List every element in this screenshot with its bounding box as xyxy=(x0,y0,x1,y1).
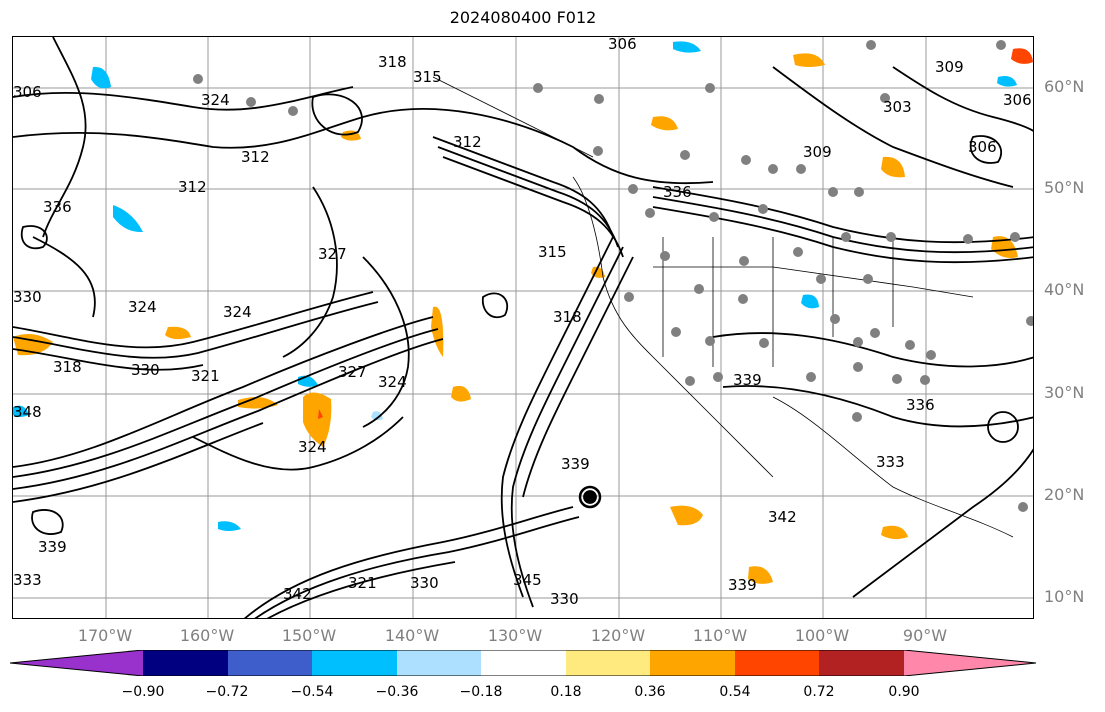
contour-label: 333 xyxy=(876,453,905,471)
contour-label: 339 xyxy=(38,538,67,556)
colorbar-min-extend xyxy=(10,650,143,676)
theta-e-contours xyxy=(13,37,1033,618)
contour-label: 303 xyxy=(883,98,912,116)
contour-label: 330 xyxy=(13,288,42,306)
contour-label: 312 xyxy=(178,178,207,196)
contour-label: 342 xyxy=(283,585,312,603)
lat-label-60n: 60°N xyxy=(1044,77,1085,96)
colorbar-tick: −0.18 xyxy=(459,684,503,700)
lat-label-30n: 30°N xyxy=(1044,383,1085,402)
colorbar-segment xyxy=(397,650,481,676)
lat-label-40n: 40°N xyxy=(1044,280,1085,299)
contour-label: 321 xyxy=(191,367,220,385)
contour-label: 330 xyxy=(550,590,579,608)
lon-label-170w: 170°W xyxy=(77,626,133,645)
colorbar-segment xyxy=(143,650,228,676)
contour-label: 324 xyxy=(223,303,252,321)
contour-label: 324 xyxy=(201,91,230,109)
colorbar-segment xyxy=(650,650,735,676)
contour-label: 318 xyxy=(553,308,582,326)
lat-label-10n: 10°N xyxy=(1044,587,1085,606)
contour-label: 309 xyxy=(803,143,832,161)
contour-label: 345 xyxy=(513,571,542,589)
lon-label-150w: 150°W xyxy=(281,626,337,645)
contour-label: 324 xyxy=(378,373,407,391)
colorbar-tick: 0.54 xyxy=(719,684,751,700)
contour-label: 315 xyxy=(413,68,442,86)
colorbar xyxy=(10,650,1036,676)
contour-label: 315 xyxy=(538,243,567,261)
colorbar-max-extend xyxy=(904,650,1036,676)
colorbar-segment xyxy=(566,650,650,676)
lon-label-90w: 90°W xyxy=(902,626,948,645)
contour-label: 318 xyxy=(378,53,407,71)
contour-label: 327 xyxy=(338,363,367,381)
lon-label-100w: 100°W xyxy=(794,626,850,645)
map-title: 2024080400 F012 xyxy=(449,8,597,27)
contour-label: 324 xyxy=(128,298,157,316)
map-canvas: 306 318 315 309 324 312 312 312 303 306 … xyxy=(13,37,1033,618)
lat-label-20n: 20°N xyxy=(1044,485,1085,504)
contour-label: 312 xyxy=(241,148,270,166)
contour-label: 348 xyxy=(13,403,42,421)
lon-label-160w: 160°W xyxy=(179,626,235,645)
lon-label-110w: 110°W xyxy=(692,626,748,645)
colorbar-tick: −0.90 xyxy=(121,684,165,700)
contour-label: 336 xyxy=(906,396,935,414)
contour-label: 339 xyxy=(561,455,590,473)
colorbar-segment xyxy=(735,650,819,676)
contour-label: 324 xyxy=(298,438,327,456)
contour-label: 336 xyxy=(43,198,72,216)
station-markers xyxy=(193,40,1033,512)
colorbar-segment xyxy=(228,650,312,676)
lon-label-140w: 140°W xyxy=(384,626,440,645)
contour-label: 309 xyxy=(935,58,964,76)
colorbar-tick: −0.36 xyxy=(375,684,419,700)
colorbar-segment xyxy=(481,650,566,676)
colorbar-tick: −0.54 xyxy=(290,684,334,700)
contour-label: 327 xyxy=(318,245,347,263)
lon-label-130w: 130°W xyxy=(487,626,543,645)
contour-label: 318 xyxy=(53,358,82,376)
lat-label-50n: 50°N xyxy=(1044,178,1085,197)
contour-label: 339 xyxy=(733,371,762,389)
contour-label: 306 xyxy=(608,37,637,53)
colorbar-tick: 0.18 xyxy=(550,684,582,700)
contour-label: 336 xyxy=(663,183,692,201)
lon-label-120w: 120°W xyxy=(590,626,646,645)
colorbar-segment xyxy=(312,650,397,676)
contour-label: 330 xyxy=(410,574,439,592)
coastlines xyxy=(432,76,1014,538)
contour-label: 330 xyxy=(131,361,160,379)
omega-fill-negative xyxy=(13,41,1017,531)
contour-label: 306 xyxy=(13,83,42,101)
omega-fill-positive xyxy=(13,48,1033,584)
colorbar-tick: 0.90 xyxy=(888,684,920,700)
contour-label: 312 xyxy=(453,133,482,151)
contour-label: 306 xyxy=(1003,91,1032,109)
colorbar-segment xyxy=(819,650,904,676)
colorbar-tick: −0.72 xyxy=(205,684,249,700)
contour-label: 306 xyxy=(968,138,997,156)
contour-label: 342 xyxy=(768,508,797,526)
contour-labels: 306 318 315 309 324 312 312 312 303 306 … xyxy=(13,37,1032,608)
contour-label: 321 xyxy=(348,574,377,592)
map-panel: 306 318 315 309 324 312 312 312 303 306 … xyxy=(12,36,1034,619)
contour-label: 339 xyxy=(728,576,757,594)
contour-label: 333 xyxy=(13,571,42,589)
colorbar-tick: 0.72 xyxy=(803,684,835,700)
graticule xyxy=(13,37,1033,618)
colorbar-tick: 0.36 xyxy=(634,684,666,700)
